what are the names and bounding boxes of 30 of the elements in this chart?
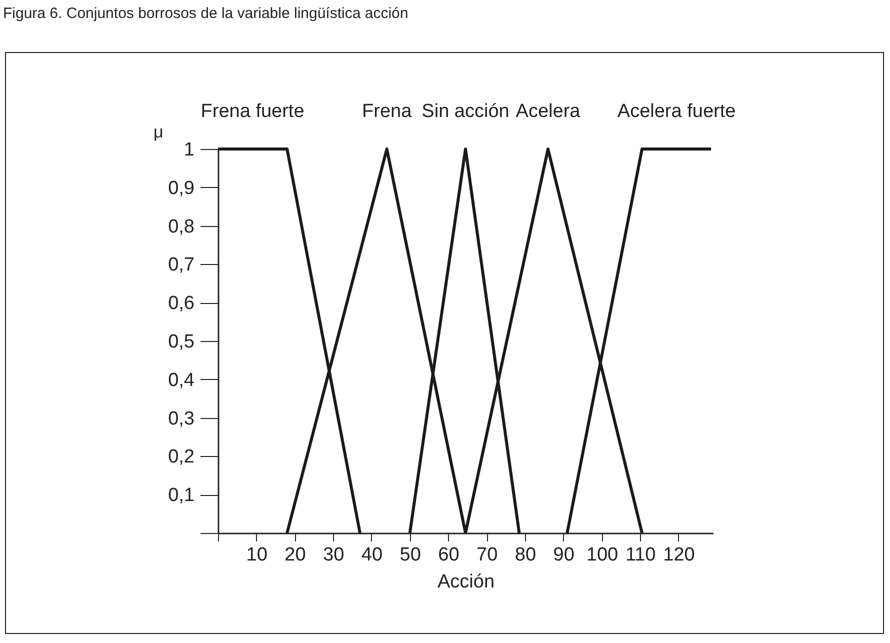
x-tick-label: 40 bbox=[361, 544, 383, 566]
chart-title: Figura 6. Conjuntos borrosos de la variable lingüística acción bbox=[3, 5, 408, 22]
x-tick-label: 20 bbox=[284, 544, 306, 566]
x-tick-label: 110 bbox=[625, 544, 656, 566]
y-tick-label: 0,3 bbox=[168, 408, 194, 430]
x-tick-label: 80 bbox=[514, 544, 536, 566]
y-tick-label: 0,8 bbox=[168, 216, 194, 238]
y-tick-label: 0,9 bbox=[168, 178, 194, 199]
x-tick-label: 30 bbox=[323, 544, 344, 566]
x-tick-label: 10 bbox=[246, 544, 268, 566]
series-label: Sin acción bbox=[422, 101, 510, 122]
x-tick-label: 100 bbox=[586, 544, 618, 566]
y-tick-label: 0,1 bbox=[168, 485, 194, 506]
y-tick-label: 0,6 bbox=[168, 293, 194, 314]
series-label: Frena fuerte bbox=[200, 101, 304, 122]
x-tick-label: 50 bbox=[400, 544, 421, 566]
x-tick-label: 70 bbox=[476, 544, 498, 566]
series-label: Acelera fuerte bbox=[617, 101, 736, 122]
y-tick-label: 0,4 bbox=[168, 370, 195, 391]
y-tick-label: 0,7 bbox=[168, 254, 194, 276]
x-axis-title: Acción bbox=[437, 572, 495, 592]
x-tick-label: 60 bbox=[438, 544, 460, 566]
y-tick-label: 0,5 bbox=[168, 332, 194, 352]
series-label: Frena bbox=[362, 101, 412, 122]
x-tick-label: 90 bbox=[553, 544, 574, 566]
y-tick-label: 0,2 bbox=[168, 446, 194, 468]
y-tick-label: 1 bbox=[184, 140, 194, 160]
y-axis-title: μ bbox=[154, 122, 164, 142]
x-tick-label: 120 bbox=[663, 544, 695, 566]
series-label: Acelera bbox=[516, 101, 581, 122]
